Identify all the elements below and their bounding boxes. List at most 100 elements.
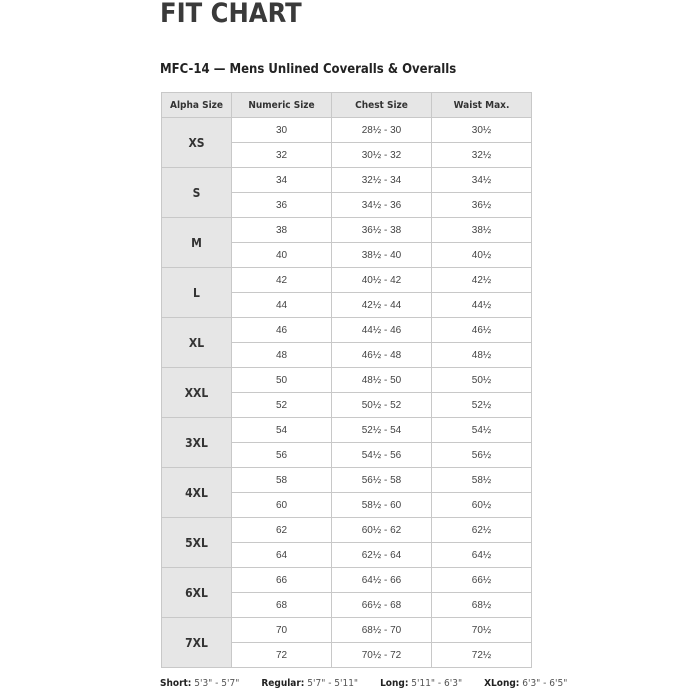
numeric-size-cell: 48 <box>231 342 332 368</box>
numeric-size-cell: 64 <box>231 542 332 568</box>
table-row: 48 46½ - 48 48½ <box>162 342 532 368</box>
waist-max-cell: 72½ <box>431 642 532 668</box>
header-row: Alpha Size Numeric Size Chest Size Waist… <box>161 92 532 118</box>
waist-max-cell: 48½ <box>431 342 532 368</box>
waist-max-cell: 52½ <box>431 392 532 418</box>
table-row: 64 62½ - 64 64½ <box>162 542 532 568</box>
numeric-size-cell: 66 <box>231 567 332 593</box>
table-row: 36 34½ - 36 36½ <box>162 192 532 218</box>
waist-max-cell: 58½ <box>431 467 532 493</box>
inseam-item: Regular: 5'7" - 5'11" <box>261 678 358 689</box>
chest-size-cell: 38½ - 40 <box>331 242 432 268</box>
chest-size-cell: 52½ - 54 <box>331 417 432 443</box>
numeric-size-cell: 52 <box>231 392 332 418</box>
table-row: 4XL 58 56½ - 58 58½ <box>161 467 532 518</box>
waist-max-cell: 50½ <box>431 367 532 393</box>
numeric-size-cell: 58 <box>231 467 332 493</box>
chest-size-cell: 56½ - 58 <box>331 467 432 493</box>
inseam-label: Regular: <box>261 678 305 689</box>
numeric-size-cell: 50 <box>231 367 332 393</box>
numeric-size-cell: 46 <box>231 317 332 343</box>
table-row: 5XL 62 60½ - 62 62½ <box>161 517 532 568</box>
numeric-size-cell: 42 <box>231 267 332 293</box>
waist-max-cell: 30½ <box>431 117 532 143</box>
alpha-size-cell: 6XL <box>161 567 232 618</box>
alpha-size-cell: 4XL <box>161 467 232 518</box>
numeric-size-cell: 32 <box>231 142 332 168</box>
chest-size-cell: 54½ - 56 <box>331 442 432 468</box>
numeric-size-cell: 40 <box>231 242 332 268</box>
inseam-range: 5'11" - 6'3" <box>411 678 463 689</box>
header-alpha: Alpha Size <box>161 92 232 118</box>
inseam-item: Short: 5'3" - 5'7" <box>160 678 239 689</box>
chest-size-cell: 32½ - 34 <box>331 167 432 193</box>
alpha-size-cell: L <box>161 267 232 318</box>
chart-subtitle: MFC-14 — Mens Unlined Coveralls & Overal… <box>160 62 457 77</box>
waist-max-cell: 46½ <box>431 317 532 343</box>
waist-max-cell: 34½ <box>431 167 532 193</box>
inseam-range: 5'7" - 5'11" <box>307 678 359 689</box>
numeric-size-cell: 36 <box>231 192 332 218</box>
chest-size-cell: 50½ - 52 <box>331 392 432 418</box>
numeric-size-cell: 38 <box>231 217 332 243</box>
table-row: 44 42½ - 44 44½ <box>162 292 532 318</box>
numeric-size-cell: 60 <box>231 492 332 518</box>
inseam-footer: Short: 5'3" - 5'7" Regular: 5'7" - 5'11" L… <box>160 678 567 689</box>
numeric-size-cell: 34 <box>231 167 332 193</box>
table-row: 72 70½ - 72 72½ <box>162 642 532 668</box>
chest-size-cell: 42½ - 44 <box>331 292 432 318</box>
chest-size-cell: 48½ - 50 <box>331 367 432 393</box>
alpha-size-cell: XL <box>161 317 232 368</box>
chest-size-cell: 62½ - 64 <box>331 542 432 568</box>
alpha-size-cell: 5XL <box>161 517 232 568</box>
chest-size-cell: 70½ - 72 <box>331 642 432 668</box>
header-waist: Waist Max. <box>431 92 532 118</box>
chest-size-cell: 44½ - 46 <box>331 317 432 343</box>
numeric-size-cell: 68 <box>231 592 332 618</box>
chest-size-cell: 40½ - 42 <box>331 267 432 293</box>
inseam-label: Long: <box>380 678 409 689</box>
table-row: 3XL 54 52½ - 54 54½ <box>161 417 532 468</box>
inseam-label: XLong: <box>484 678 520 689</box>
chest-size-cell: 34½ - 36 <box>331 192 432 218</box>
chest-size-cell: 60½ - 62 <box>331 517 432 543</box>
numeric-size-cell: 56 <box>231 442 332 468</box>
header-chest: Chest Size <box>331 92 432 118</box>
table-row: XS 30 28½ - 30 30½ <box>161 117 532 168</box>
waist-max-cell: 32½ <box>431 142 532 168</box>
table-row: L 42 40½ - 42 42½ <box>161 267 532 318</box>
table-row: 7XL 70 68½ - 70 70½ <box>161 617 532 668</box>
chest-size-cell: 64½ - 66 <box>331 567 432 593</box>
alpha-size-cell: XS <box>161 117 232 168</box>
waist-max-cell: 36½ <box>431 192 532 218</box>
inseam-range: 5'3" - 5'7" <box>194 678 240 689</box>
chest-size-cell: 58½ - 60 <box>331 492 432 518</box>
waist-max-cell: 60½ <box>431 492 532 518</box>
table-row: 6XL 66 64½ - 66 66½ <box>161 567 532 618</box>
header-numeric: Numeric Size <box>231 92 332 118</box>
table-row: 52 50½ - 52 52½ <box>162 392 532 418</box>
waist-max-cell: 66½ <box>431 567 532 593</box>
waist-max-cell: 54½ <box>431 417 532 443</box>
waist-max-cell: 44½ <box>431 292 532 318</box>
chest-size-cell: 66½ - 68 <box>331 592 432 618</box>
waist-max-cell: 38½ <box>431 217 532 243</box>
waist-max-cell: 70½ <box>431 617 532 643</box>
alpha-size-cell: S <box>161 167 232 218</box>
fit-chart-table: Alpha Size Numeric Size Chest Size Waist… <box>161 92 532 668</box>
inseam-range: 6'3" - 6'5" <box>522 678 568 689</box>
inseam-item: Long: 5'11" - 6'3" <box>380 678 462 689</box>
page-title: FIT CHART <box>160 0 302 29</box>
chest-size-cell: 36½ - 38 <box>331 217 432 243</box>
alpha-size-cell: XXL <box>161 367 232 418</box>
alpha-size-cell: M <box>161 217 232 268</box>
table-row: M 38 36½ - 38 38½ <box>161 217 532 268</box>
inseam-label: Short: <box>160 678 192 689</box>
waist-max-cell: 64½ <box>431 542 532 568</box>
alpha-size-cell: 3XL <box>161 417 232 468</box>
numeric-size-cell: 44 <box>231 292 332 318</box>
numeric-size-cell: 70 <box>231 617 332 643</box>
table-row: 56 54½ - 56 56½ <box>162 442 532 468</box>
waist-max-cell: 40½ <box>431 242 532 268</box>
numeric-size-cell: 30 <box>231 117 332 143</box>
